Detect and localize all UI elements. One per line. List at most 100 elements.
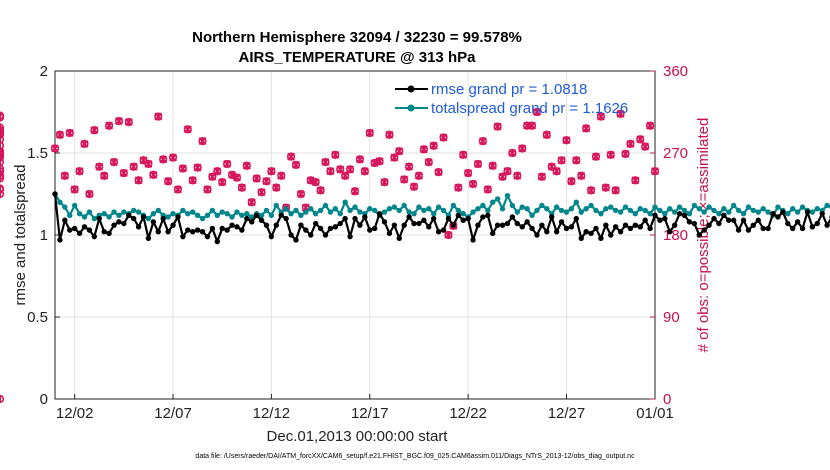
- point-totalspread: [553, 204, 560, 210]
- point-totalspread: [514, 209, 520, 215]
- point-totalspread: [327, 209, 334, 215]
- point-totalspread: [681, 207, 688, 214]
- obs-marker: [424, 158, 433, 167]
- obs-marker: [0, 184, 5, 193]
- point-totalspread: [322, 202, 329, 209]
- obs-marker: [380, 178, 389, 187]
- point-totalspread: [716, 210, 722, 217]
- point-totalspread: [263, 207, 270, 214]
- obs-marker: [483, 185, 492, 194]
- point-totalspread: [357, 209, 363, 215]
- point-totalspread: [450, 202, 457, 209]
- point-totalspread: [239, 212, 245, 219]
- point-rmse: [268, 233, 275, 240]
- point-rmse: [450, 222, 457, 228]
- point-rmse: [657, 217, 663, 223]
- point-totalspread: [67, 212, 73, 219]
- point-rmse: [465, 215, 471, 222]
- obs-marker: [0, 130, 5, 139]
- y-tick-label: 1.5: [27, 145, 48, 162]
- point-rmse: [219, 225, 225, 232]
- y-right-tick-label: 360: [663, 63, 688, 80]
- obs-marker: [0, 135, 5, 144]
- obs-marker: [252, 174, 261, 183]
- point-rmse: [593, 225, 599, 232]
- obs-marker: [611, 186, 620, 195]
- obs-marker: [90, 126, 99, 135]
- y-axis-right-label: # of obs: o=possible; ×=assimilated: [695, 118, 712, 353]
- obs-marker: [0, 123, 5, 132]
- point-rmse: [730, 217, 737, 223]
- point-rmse: [627, 225, 634, 232]
- point-totalspread: [485, 207, 491, 214]
- point-rmse: [71, 225, 78, 232]
- point-rmse: [317, 225, 324, 232]
- point-rmse: [642, 217, 648, 223]
- point-rmse: [391, 222, 398, 228]
- point-rmse: [130, 215, 137, 222]
- series-line-totalspread: [54, 193, 830, 220]
- obs-marker: [257, 188, 266, 197]
- point-rmse: [445, 215, 452, 222]
- obs-marker: [326, 167, 335, 176]
- series-lines: [52, 191, 830, 245]
- point-totalspread: [799, 204, 806, 210]
- point-totalspread: [475, 206, 481, 212]
- point-rmse: [775, 214, 781, 220]
- point-totalspread: [81, 214, 88, 220]
- point-totalspread: [416, 204, 422, 210]
- point-rmse: [352, 215, 358, 222]
- point-totalspread: [396, 207, 402, 214]
- point-totalspread: [180, 207, 186, 214]
- point-rmse: [381, 219, 388, 225]
- obs-marker: [232, 173, 242, 182]
- obs-marker: [0, 150, 5, 159]
- y-axis-right: 0 90 180 270 360: [650, 63, 688, 408]
- x-tick-label: 12/02: [56, 405, 94, 422]
- point-totalspread: [406, 209, 412, 215]
- point-rmse: [57, 237, 63, 243]
- obs-marker: [50, 144, 60, 153]
- point-rmse: [475, 222, 481, 228]
- point-rmse: [750, 222, 757, 228]
- point-rmse: [755, 217, 761, 223]
- point-totalspread: [740, 210, 747, 217]
- point-rmse: [809, 224, 816, 230]
- obs-marker: [100, 171, 109, 180]
- obs-marker: [355, 155, 365, 164]
- point-rmse: [347, 233, 353, 240]
- point-totalspread: [170, 210, 176, 217]
- point-totalspread: [657, 207, 663, 214]
- point-rmse: [485, 212, 491, 219]
- point-rmse: [273, 222, 280, 228]
- point-totalspread: [534, 207, 540, 214]
- point-totalspread: [111, 209, 117, 215]
- point-totalspread: [229, 214, 235, 220]
- point-rmse: [67, 227, 73, 233]
- point-rmse: [258, 217, 265, 223]
- obs-marker: [70, 185, 79, 194]
- obs-marker: [291, 160, 301, 169]
- obs-marker: [0, 153, 5, 162]
- point-rmse: [308, 232, 314, 238]
- point-rmse: [524, 219, 530, 225]
- point-totalspread: [76, 210, 83, 217]
- point-rmse: [662, 215, 668, 222]
- point-totalspread: [504, 192, 511, 199]
- point-rmse: [701, 227, 707, 233]
- point-rmse: [785, 220, 791, 227]
- point-rmse: [799, 225, 806, 232]
- obs-marker: [552, 167, 561, 176]
- point-totalspread: [150, 210, 157, 217]
- obs-marker: [557, 156, 566, 165]
- point-totalspread: [824, 202, 830, 209]
- obs-marker: [144, 159, 153, 169]
- point-totalspread: [347, 207, 353, 214]
- obs-marker: [542, 130, 551, 139]
- point-rmse: [711, 215, 717, 222]
- point-rmse: [455, 212, 461, 219]
- point-totalspread: [190, 209, 196, 215]
- obs-marker: [321, 158, 330, 167]
- point-rmse: [342, 215, 348, 222]
- point-totalspread: [57, 199, 63, 205]
